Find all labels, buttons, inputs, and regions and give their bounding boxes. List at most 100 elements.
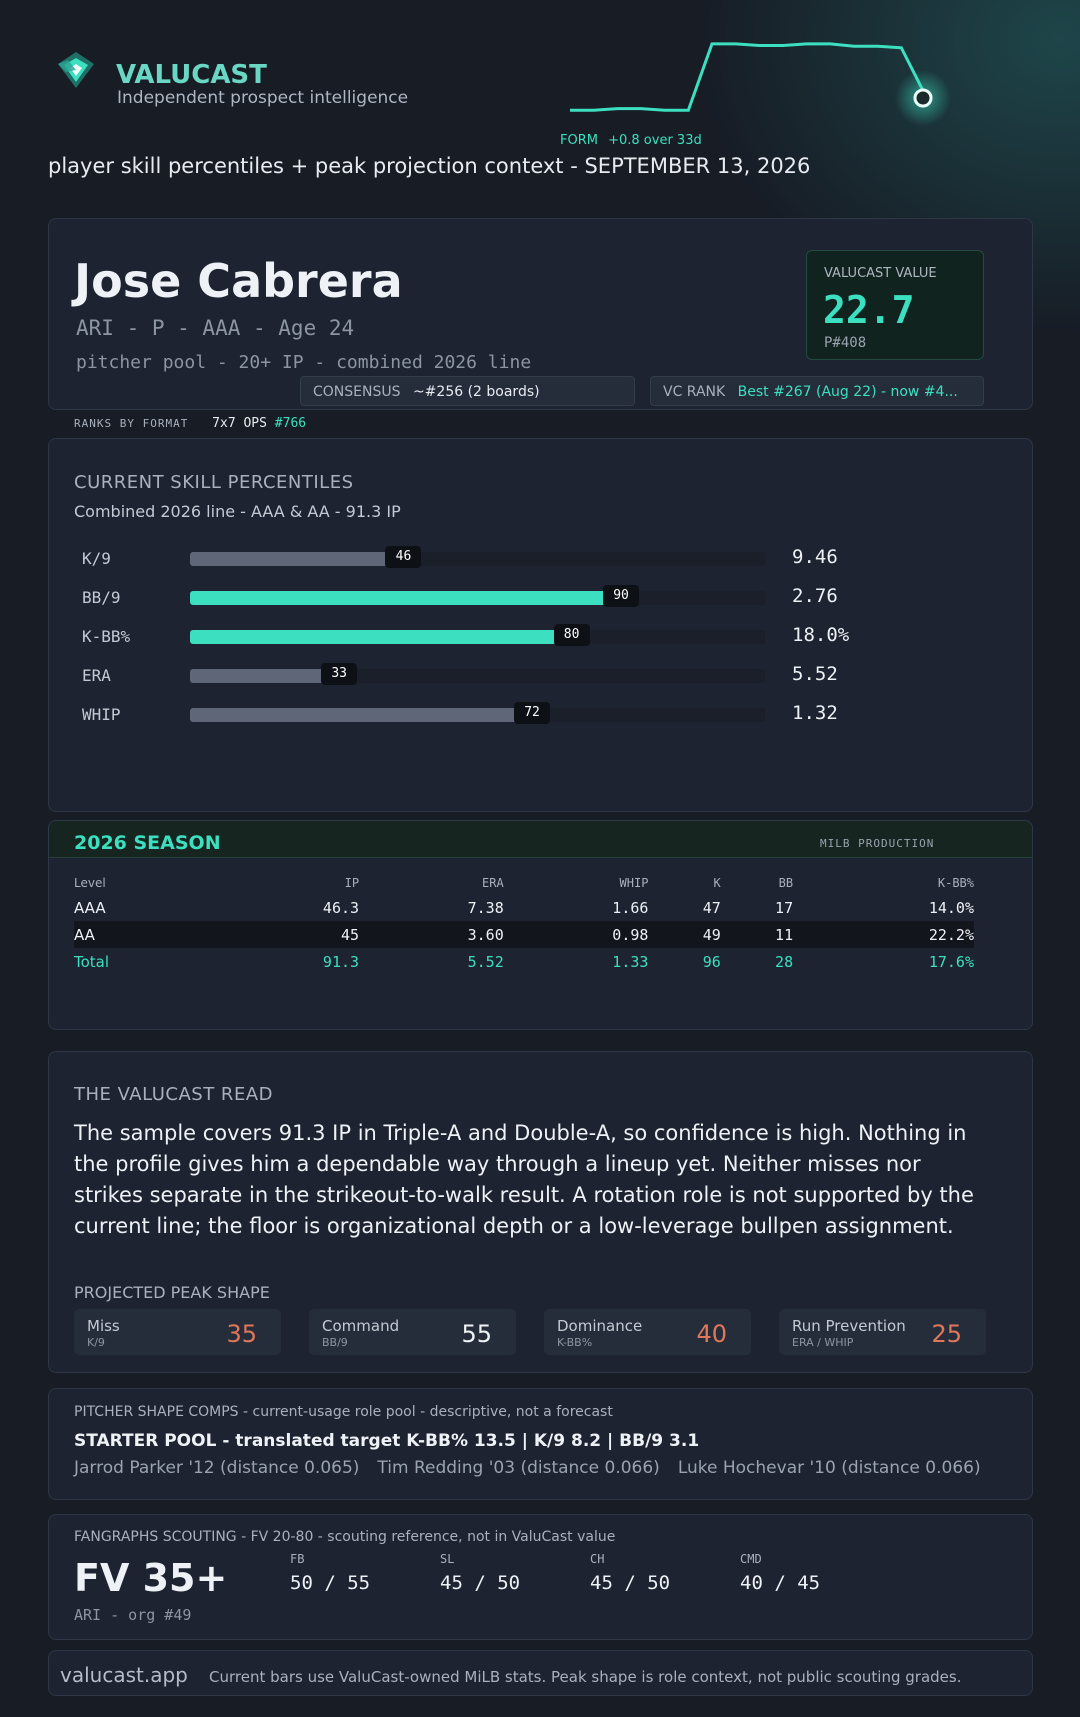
season-cell: 11 [720,921,794,948]
form-trend-line [570,42,927,112]
skill-stat-value: 9.46 [792,546,838,568]
footer-site-link[interactable]: valucast.app [60,1663,188,1687]
season-cell: AA [74,921,215,948]
skill-percentile-badge: 33 [321,663,358,685]
peak-shape-title: PROJECTED PEAK SHAPE [74,1283,270,1302]
peak-shape-name: Run Prevention [792,1317,906,1335]
skill-stat-value: 2.76 [792,585,838,607]
valucast-logo-icon [58,52,94,88]
peak-shape-source: K-BB% [557,1336,593,1349]
scouting-tool-cmd: CMD 40 / 45 [740,1552,820,1594]
peak-shape-source: ERA / WHIP [792,1336,854,1349]
skills-title: CURRENT SKILL PERCENTILES [74,472,354,493]
read-title: THE VALUCAST READ [74,1084,273,1105]
skill-label: K/9 [82,549,111,568]
skill-label: BB/9 [82,588,121,607]
brand-tagline: Independent prospect intelligence [117,88,409,108]
skill-bar-fill [190,708,547,722]
season-cell: 28 [775,952,794,971]
ranks-by-format-label: RANKS BY FORMAT [74,417,189,430]
scouting-tool-ch: CH 45 / 50 [590,1552,670,1594]
season-cell: 96 [702,952,721,971]
comps-title: PITCHER SHAPE COMPS - current-usage role… [74,1404,613,1420]
peak-shape-dominance: Dominance K-BB% 40 [544,1309,751,1355]
scouting-tool-fb: FB 50 / 55 [290,1552,370,1594]
season-row: AA 45 3.60 0.98 49 11 22.2% [74,921,974,948]
skill-stat-value: 18.0% [792,624,850,646]
vc-rank-value: Best #267 (Aug 22) - now #4... [737,384,958,400]
season-cell: 1.33 [612,952,649,971]
season-title: 2026 SEASON [74,832,221,854]
peak-shape-source: K/9 [87,1336,105,1349]
season-tag: MILB PRODUCTION [820,837,935,850]
form-delta: +0.8 over 33d [608,133,702,148]
season-cell: 7.38 [467,898,504,917]
skill-bar-track: 90 [190,585,765,607]
fangraphs-title: FANGRAPHS SCOUTING - FV 20-80 - scouting… [74,1529,616,1545]
skill-stat-value: 1.32 [792,702,838,724]
season-column-header: WHIP [619,876,649,890]
scouting-tool-name: CMD [740,1552,762,1566]
skill-bar-track: 46 [190,546,765,568]
scouting-tool-grade: 45 / 50 [440,1572,521,1594]
consensus-label: CONSENSUS [313,384,401,400]
player-name: Jose Cabrera [74,254,403,308]
season-column-header: IP [344,876,360,890]
peak-shape-run-prevention: Run Prevention ERA / WHIP 25 [779,1309,986,1355]
footer [48,1650,1033,1696]
player-meta: ARI - P - AAA - Age 24 [76,316,355,340]
skill-bar-fill [190,630,586,644]
scouting-tool-name: CH [590,1552,605,1566]
scouting-tool-grade: 50 / 55 [290,1572,371,1594]
season-cell: 0.98 [503,921,649,948]
vc-rank-label: VC RANK [663,384,726,400]
consensus-value: ~#256 (2 boards) [412,384,540,400]
season-cell: 22.2% [793,921,974,948]
skill-bar-track: 33 [190,663,765,685]
vc-rank-pill: VC RANK Best #267 (Aug 22) - now #4... [650,376,984,406]
comp-item: Tim Redding '03 (distance 0.066) [377,1458,660,1478]
comp-item: Luke Hochevar '10 (distance 0.066) [677,1458,981,1478]
season-cell: Total [74,952,110,971]
peak-shape-command: Command BB/9 55 [309,1309,516,1355]
peak-shape-name: Miss [87,1317,120,1335]
season-cell: 14.0% [928,898,974,917]
season-cell: 47 [702,898,721,917]
ranks-format: 7x7 OPS [212,416,267,431]
skill-stat-value: 5.52 [792,663,838,685]
season-cell: 5.52 [467,952,504,971]
valucast-value-box [806,250,984,360]
peak-shape-name: Command [322,1317,400,1335]
comp-item: Jarrod Parker '12 (distance 0.065) [74,1458,360,1478]
season-cell: 91.3 [322,952,360,971]
season-column-header: BB [778,876,794,890]
season-row: Total 91.3 5.52 1.33 96 28 17.6% [74,948,974,975]
skills-subtitle: Combined 2026 line - AAA & AA - 91.3 IP [74,502,401,521]
org-rank: ARI - org #49 [74,1606,192,1624]
form-sparkline [570,42,951,126]
season-cell: 3.60 [359,921,504,948]
shape-comps-card [48,1388,1033,1500]
scouting-tool-name: SL [440,1552,455,1566]
peak-shape-value: 25 [931,1320,962,1348]
comps-list: Jarrod Parker '12 (distance 0.065) Tim Re… [74,1458,999,1478]
scouting-tool-grade: 45 / 50 [590,1572,671,1594]
position-rank: P#408 [824,335,867,351]
scouting-tool-sl: SL 45 / 50 [440,1552,520,1594]
consensus-pill: CONSENSUS ~#256 (2 boards) [300,376,635,406]
season-cell: 45 [214,921,360,948]
skill-bar-track: 72 [190,702,765,724]
season-table-header: Level IP ERA WHIP K BB K-BB% [74,872,974,894]
season-cell: 1.66 [612,898,649,917]
peak-shape-miss: Miss K/9 35 [74,1309,281,1355]
season-column-header: ERA [482,876,504,890]
skill-percentiles-card [48,438,1033,812]
skill-bar-track: 80 [190,624,765,646]
skill-bar-fill [190,669,354,683]
season-cell: 49 [648,921,721,948]
peak-shape-source: BB/9 [322,1336,348,1349]
skill-bar-fill [190,552,418,566]
form-label: FORM +0.8 over 33d [560,133,702,148]
skill-percentile-badge: 80 [553,624,590,646]
player-pool: pitcher pool - 20+ IP - combined 2026 li… [76,352,532,373]
